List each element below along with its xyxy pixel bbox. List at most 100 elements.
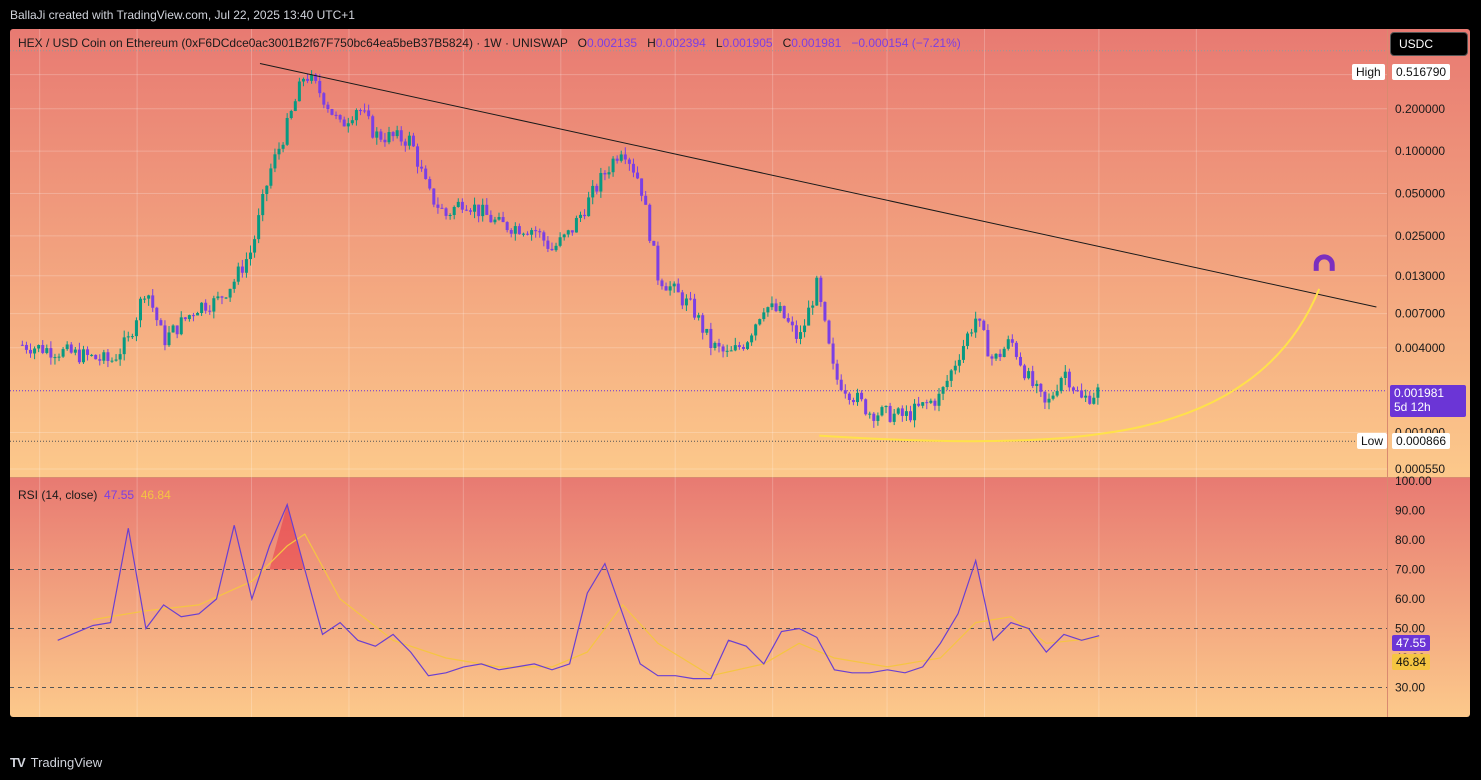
change-value: −0.000154 (−7.21%) [851, 36, 961, 50]
candle-body [1055, 391, 1059, 396]
candle-body [403, 141, 407, 146]
candle-body [81, 349, 85, 363]
candle-body [709, 328, 713, 348]
candle-body [1084, 395, 1088, 398]
candle-body [668, 286, 672, 291]
candle-body [37, 345, 41, 349]
candle-body [269, 168, 273, 186]
candle-body [864, 399, 868, 415]
candle-body [407, 135, 411, 146]
candle-body [896, 408, 900, 414]
candle-body [314, 74, 318, 81]
open-value: 0.002135 [586, 36, 638, 50]
candle-body [371, 116, 375, 138]
currency-button[interactable]: USDC [1390, 32, 1468, 56]
candle-body [994, 353, 998, 359]
candle-body [1043, 391, 1047, 403]
candle-body [49, 348, 53, 358]
candle-body [574, 217, 578, 233]
candle-body [672, 283, 676, 287]
candle-body [77, 349, 81, 363]
candle-body [656, 245, 660, 281]
chart-frame[interactable]: Jul2021Jul2022Jul2023Jul2024Jul2025Jul20… [10, 29, 1470, 717]
descending-trendline [259, 62, 1377, 308]
candle-body [982, 320, 986, 330]
candle-body [411, 135, 415, 147]
candle-body [350, 120, 354, 124]
candle-body [114, 359, 118, 361]
candle-body [961, 345, 965, 360]
candle-body [1076, 390, 1080, 392]
candle-body [754, 324, 758, 336]
low-value: 0.001905 [722, 36, 773, 50]
candle-body [697, 315, 701, 318]
candle-body [587, 197, 591, 217]
candle-body [1014, 342, 1018, 357]
candle-body [607, 172, 611, 175]
candle-body [375, 131, 379, 138]
candle-body [583, 214, 587, 217]
candle-body [191, 315, 195, 317]
candle-body [721, 346, 725, 352]
candle-body [517, 226, 521, 235]
candle-body [966, 333, 970, 346]
candle-body [933, 400, 937, 406]
candle-body [367, 110, 371, 117]
price-tick-label: 0.200000 [1395, 102, 1445, 116]
candle-body [1071, 387, 1075, 391]
candle-body [179, 317, 183, 335]
rsi-overbought-fill [269, 504, 305, 570]
candle-body [819, 277, 823, 302]
candle-body [65, 344, 69, 350]
candle-body [619, 154, 623, 161]
candle-body [868, 413, 872, 415]
candle-body [684, 298, 688, 306]
candle-body [1096, 387, 1100, 398]
candle-body [24, 344, 28, 350]
candle-body [281, 144, 285, 149]
rsi-pane-background [10, 478, 1470, 717]
candle-body [167, 332, 171, 346]
candle-body [334, 114, 338, 116]
candle-body [790, 321, 794, 326]
rsi-tick-label: 30.00 [1395, 681, 1425, 695]
candle-body [200, 302, 204, 314]
candle-body [676, 283, 680, 293]
candle-body [660, 280, 664, 287]
candle-body [1063, 371, 1067, 379]
candle-body [737, 345, 741, 348]
chart-svg[interactable]: Jul2021Jul2022Jul2023Jul2024Jul2025Jul20… [10, 29, 1470, 717]
candle-body [204, 302, 208, 311]
candle-body [937, 393, 941, 406]
candle-body [851, 399, 855, 403]
rsi-value-tag: 47.55 [1392, 635, 1431, 651]
candle-body [102, 352, 106, 361]
candle-body [481, 204, 485, 217]
candle-body [505, 222, 509, 231]
candle-body [741, 347, 745, 349]
candle-body [134, 320, 138, 337]
candle-body [872, 413, 876, 421]
candle-body [640, 178, 644, 196]
candle-body [1039, 383, 1043, 392]
price-tick-label: 0.000550 [1395, 462, 1445, 476]
candle-body [827, 320, 831, 344]
candle-body [342, 119, 346, 127]
candle-body [29, 349, 33, 354]
candle-body [945, 380, 949, 388]
candle-body [61, 349, 65, 357]
candle-body [900, 408, 904, 416]
candle-body [949, 370, 953, 381]
price-tick-label: 0.004000 [1395, 341, 1445, 355]
candle-body [41, 345, 45, 353]
candle-body [680, 292, 684, 306]
candle-body [876, 415, 880, 421]
candle-body [301, 78, 305, 82]
candle-body [363, 110, 367, 112]
candle-body [143, 298, 147, 300]
candle-body [354, 110, 358, 121]
candle-body [941, 387, 945, 394]
candle-body [733, 345, 737, 351]
candle-body [383, 139, 387, 143]
candle-body [73, 349, 77, 353]
